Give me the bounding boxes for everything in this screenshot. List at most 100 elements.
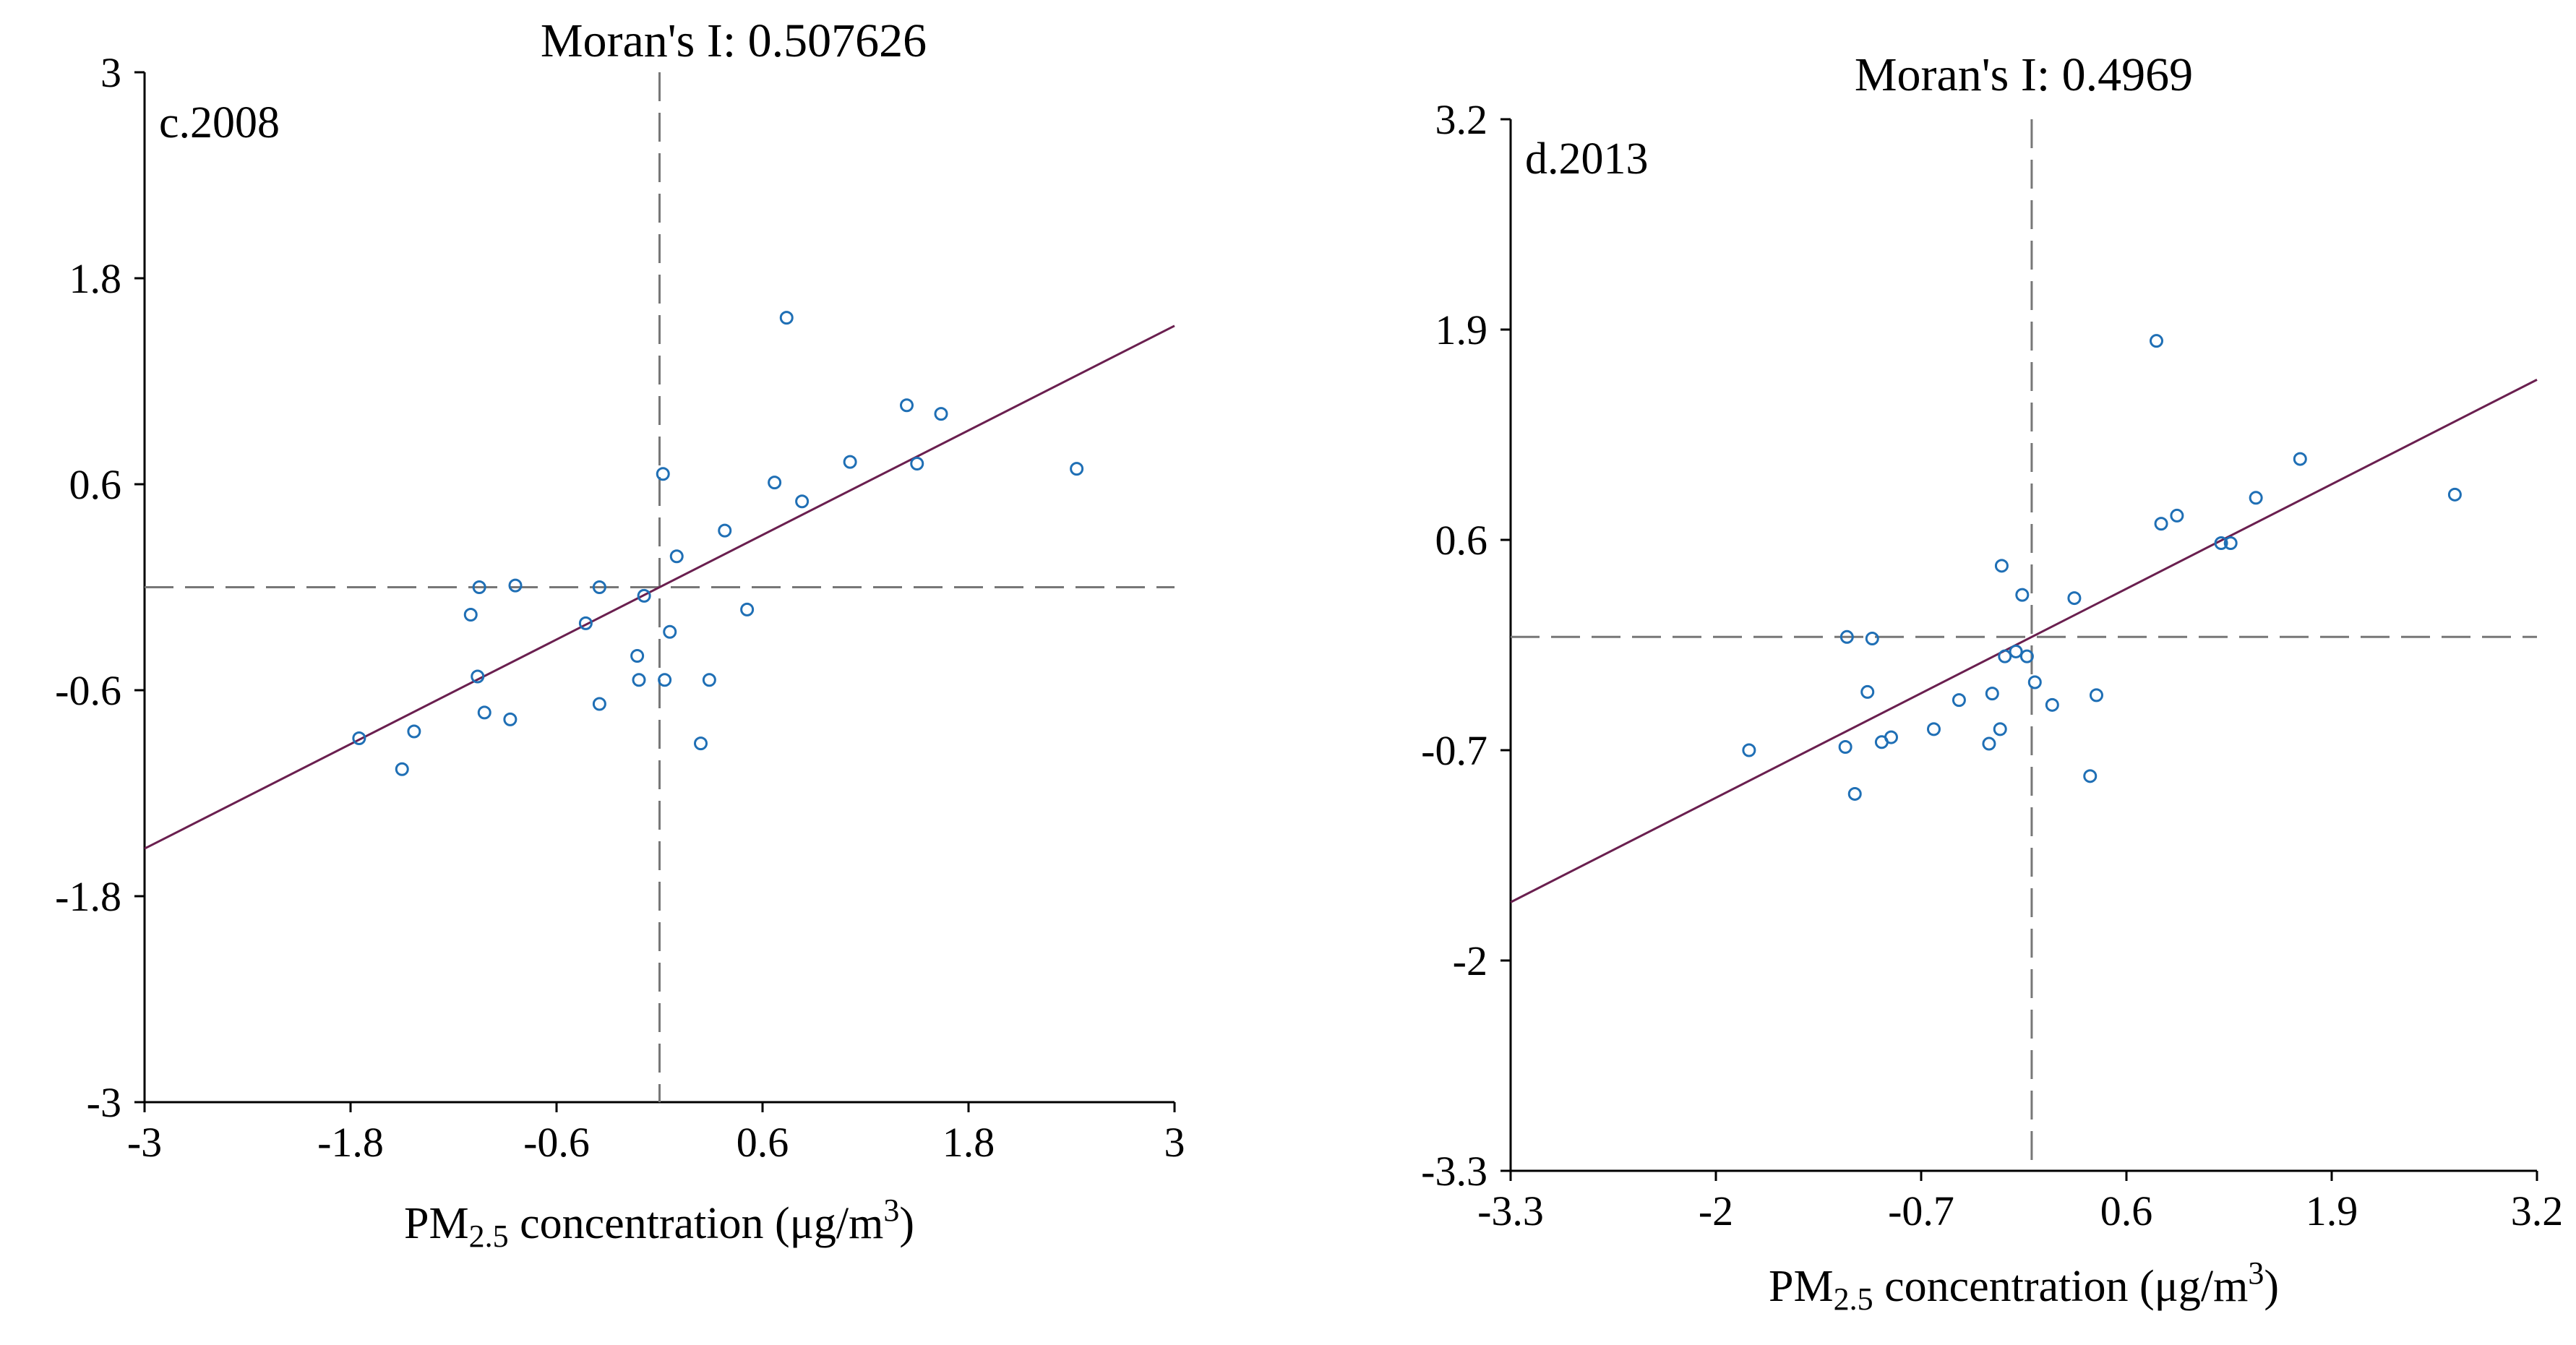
data-point xyxy=(1070,462,1084,476)
x-tick-label: -0.6 xyxy=(523,1119,590,1166)
x-tick-label: 1.8 xyxy=(943,1119,995,1166)
data-point xyxy=(2089,688,2103,702)
data-points xyxy=(352,311,1084,776)
data-point xyxy=(2083,769,2098,783)
x-tick-label: -1.8 xyxy=(317,1119,384,1166)
data-point xyxy=(2045,697,2059,712)
y-tick-label: -1.8 xyxy=(55,873,121,920)
scatter-panel-2013: -3.3 -2 -0.7 0.6 1.9 3.2 3.21.90.6-0.7-2-3.3 … xyxy=(1421,48,2563,1317)
data-point xyxy=(768,476,782,490)
y-tick-label: -0.7 xyxy=(1421,727,1487,774)
data-point xyxy=(2067,591,2082,606)
data-point xyxy=(578,616,593,630)
xlabel-end: ) xyxy=(899,1199,914,1248)
y-tick-label: 1.8 xyxy=(69,255,122,302)
data-point xyxy=(1926,722,1941,736)
x-tick-label: 3.2 xyxy=(2511,1187,2564,1234)
data-point xyxy=(2009,644,2023,658)
data-point xyxy=(1838,740,1852,755)
data-point xyxy=(1998,649,2012,663)
regression-line xyxy=(1510,379,2538,903)
panel-label: c.2008 xyxy=(159,98,280,147)
data-point xyxy=(463,608,478,622)
x-axis-label: PM2.5 concentration (μg/m3) xyxy=(1769,1255,2279,1317)
data-point xyxy=(1994,559,2009,573)
data-point xyxy=(395,762,409,776)
data-point xyxy=(592,580,606,594)
data-point xyxy=(592,697,606,711)
x-tick-label: 1.9 xyxy=(2306,1187,2358,1234)
data-point xyxy=(779,311,794,325)
y-tick-label: 1.9 xyxy=(1435,306,1488,353)
data-point xyxy=(471,669,485,684)
xlabel-main: PM xyxy=(1769,1262,1834,1311)
xlabel-sup: 3 xyxy=(2248,1255,2264,1291)
data-point xyxy=(656,467,670,481)
xlabel-main: PM xyxy=(404,1199,469,1248)
x-tick-label: -0.7 xyxy=(1888,1187,1954,1234)
data-point xyxy=(2293,452,2307,466)
data-point xyxy=(2214,536,2228,550)
x-tick-label: 0.6 xyxy=(737,1119,789,1166)
y-tick-label: -3 xyxy=(87,1079,121,1126)
data-point xyxy=(508,578,523,593)
y-ticks: 3.2 1.9 0.6 -0.7 -2 -3.3 xyxy=(1421,96,1511,1195)
data-point xyxy=(658,673,672,687)
data-point xyxy=(1982,736,1996,751)
x-tick-label: -2 xyxy=(1699,1187,1733,1234)
data-point xyxy=(663,624,677,639)
data-point xyxy=(630,649,645,663)
data-point xyxy=(407,724,421,739)
data-point xyxy=(2015,588,2030,602)
data-point xyxy=(637,588,651,603)
data-points xyxy=(1742,334,2462,801)
y-ticks: 3 1.8 0.6 -0.6 -1.8 -3 xyxy=(55,49,145,1126)
data-point xyxy=(1860,684,1875,699)
data-point xyxy=(2170,508,2184,523)
moran-title: Moran's I: 0.4969 xyxy=(1855,48,2193,101)
moran-title: Moran's I: 0.507626 xyxy=(541,14,927,67)
y-tick-label: -2 xyxy=(1453,937,1487,984)
x-axis-label: PM2.5 concentration (μg/m3) xyxy=(404,1193,914,1254)
data-point xyxy=(669,549,684,564)
y-tick-label: -3.3 xyxy=(1421,1148,1487,1195)
data-point xyxy=(1839,629,1854,644)
data-point xyxy=(632,673,646,687)
data-point xyxy=(352,731,366,745)
data-point xyxy=(1742,743,1756,757)
data-point xyxy=(843,455,857,469)
data-point xyxy=(910,457,924,470)
y-tick-label: -0.6 xyxy=(55,667,121,714)
xlabel-rest: concentration (μg/m xyxy=(509,1199,884,1248)
xlabel-sub: 2.5 xyxy=(1834,1281,1873,1317)
data-point xyxy=(2223,536,2238,550)
y-tick-label: 0.6 xyxy=(1435,517,1488,564)
data-point xyxy=(702,673,716,687)
data-point xyxy=(795,494,810,509)
regression-line xyxy=(144,325,1175,850)
xlabel-end: ) xyxy=(2264,1262,2279,1311)
xlabel-rest: concentration (μg/m xyxy=(1873,1262,2249,1311)
data-point xyxy=(1847,786,1862,801)
data-point xyxy=(2249,491,2263,505)
data-point xyxy=(1865,632,1879,646)
xlabel-sub: 2.5 xyxy=(469,1219,509,1254)
y-tick-label: 0.6 xyxy=(69,461,122,508)
xlabel-sup: 3 xyxy=(883,1193,899,1228)
x-ticks: -3.3 -2 -0.7 0.6 1.9 3.2 xyxy=(1477,1171,2563,1234)
data-point xyxy=(1952,693,1966,708)
data-point xyxy=(2150,334,2164,348)
y-tick-label: 3.2 xyxy=(1435,96,1488,143)
data-point xyxy=(1884,730,1898,744)
data-point xyxy=(740,602,755,616)
x-tick-label: 3 xyxy=(1164,1119,1185,1166)
data-point xyxy=(2019,649,2034,663)
scatter-panel-2008: -3 -1.8 -0.6 0.6 1.8 3 3 1.8 0.6 -0.6 -1.8 -3 Mora… xyxy=(55,14,1185,1254)
data-point xyxy=(1985,687,1999,701)
data-point xyxy=(934,407,948,421)
data-point xyxy=(503,712,518,726)
data-point xyxy=(2027,675,2042,689)
data-point xyxy=(2154,517,2168,531)
data-point xyxy=(900,398,914,413)
